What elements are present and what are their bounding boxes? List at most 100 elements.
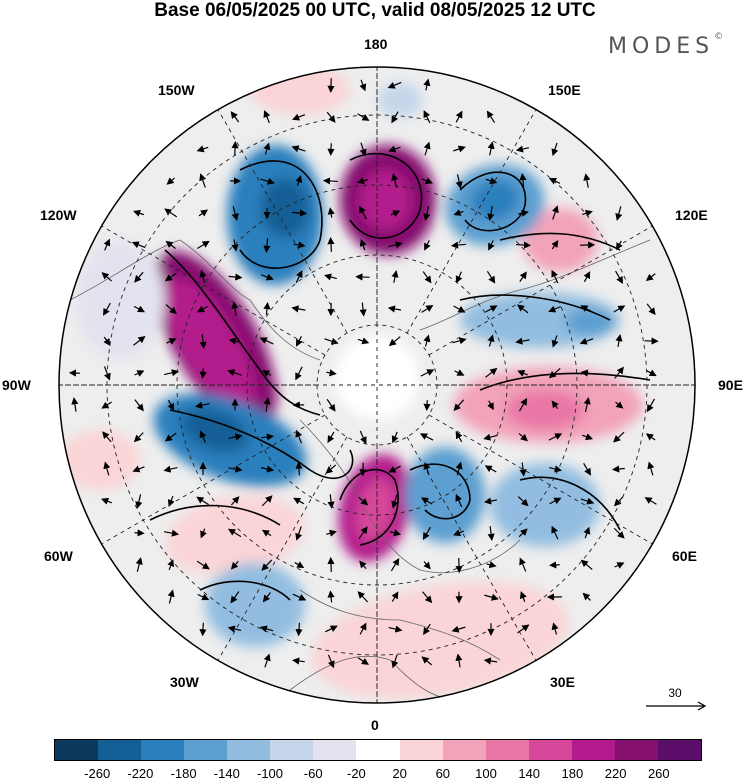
wind-vector	[483, 657, 498, 665]
wind-vector	[517, 496, 529, 507]
wind-vector	[391, 431, 399, 444]
wind-vector	[357, 657, 369, 665]
wind-vector	[359, 430, 367, 445]
lon-label-120w: 120W	[40, 207, 77, 223]
wind-vector	[230, 591, 240, 604]
negative-anomaly	[205, 563, 305, 647]
wind-vector	[227, 528, 242, 538]
wind-vector	[515, 145, 530, 153]
wind-vector	[388, 241, 403, 249]
wind-vector	[294, 561, 305, 569]
wind-vector	[134, 271, 144, 283]
colorbar-tick-label: 20	[392, 766, 407, 781]
wind-vector	[582, 592, 591, 601]
wind-vector	[483, 497, 497, 505]
wind-vector	[326, 369, 337, 377]
positive-anomaly	[60, 430, 140, 490]
wind-vector	[421, 304, 434, 313]
wind-vector	[615, 206, 623, 221]
wind-vector	[292, 593, 307, 601]
lon-label-60w: 60W	[44, 548, 73, 564]
wind-vector	[199, 334, 207, 350]
colorbar-segment	[356, 740, 400, 760]
wind-vector	[582, 209, 593, 217]
wind-vector	[295, 622, 303, 637]
wind-vector	[228, 465, 243, 473]
lon-label-180: 180	[364, 36, 388, 52]
colorbar-tick-label: 100	[475, 766, 497, 781]
wind-vector	[71, 397, 79, 412]
colorbar-segment	[399, 740, 443, 760]
wind-vector	[549, 465, 562, 473]
wind-vector	[580, 559, 593, 571]
wind-vector	[103, 302, 111, 316]
wind-vector	[516, 241, 532, 249]
positive-anomaly	[250, 67, 350, 115]
lon-label-150e: 150E	[548, 82, 581, 98]
wind-vector	[485, 305, 498, 313]
wind-vector	[132, 465, 145, 473]
wind-vector	[231, 301, 239, 316]
wind-vector	[166, 338, 177, 345]
wind-vector	[551, 205, 559, 220]
map-title: Base 06/05/2025 00 UTC, valid 08/05/2025…	[154, 0, 596, 21]
wind-vector	[291, 145, 306, 153]
wind-vector	[227, 369, 242, 377]
wind-vector	[359, 238, 367, 251]
reference-vector-value: 30	[668, 686, 682, 700]
wind-vector	[551, 142, 559, 157]
wind-vector	[164, 272, 177, 282]
wind-vector	[387, 305, 402, 313]
wind-vector	[453, 529, 465, 537]
wind-vector	[517, 304, 529, 314]
colorbar-tick-label: -220	[127, 766, 154, 781]
negative-anomaly	[490, 463, 600, 547]
wind-vector	[195, 401, 210, 409]
wind-vector	[451, 625, 466, 633]
wind-vector	[135, 494, 143, 509]
wind-vector	[423, 78, 431, 91]
positive-anomaly	[355, 478, 395, 542]
lon-label-0: 0	[371, 717, 379, 733]
wind-vector	[423, 334, 431, 347]
colorbar-segment	[657, 740, 701, 760]
wind-vector	[260, 465, 275, 473]
wind-vector	[515, 337, 530, 345]
wind-vector	[196, 496, 210, 506]
wind-vector	[388, 465, 401, 473]
wind-vector	[391, 654, 399, 669]
wind-vector	[452, 337, 467, 345]
wind-vector	[423, 141, 431, 156]
wind-vector	[326, 111, 336, 123]
wind-vector	[422, 271, 432, 284]
wind-vector	[359, 79, 367, 92]
wind-vector	[359, 142, 367, 157]
reference-vector: 30	[640, 686, 710, 714]
wind-vector	[327, 654, 335, 669]
colorbar	[54, 739, 702, 761]
wind-vector	[455, 110, 463, 123]
wind-vector	[135, 557, 143, 572]
wind-vector	[551, 400, 559, 410]
colorbar-tick-label: 260	[647, 766, 670, 781]
colorbar-tick-label: 60	[435, 766, 451, 781]
wind-vector	[455, 271, 463, 284]
wind-vector	[295, 429, 303, 444]
wind-vector	[291, 209, 308, 217]
wind-vector	[388, 336, 401, 347]
wind-vector	[487, 400, 494, 411]
lon-label-90w: 90W	[2, 377, 31, 393]
wind-vector	[391, 111, 399, 124]
colorbar-segment	[485, 740, 529, 760]
wind-vector	[325, 464, 337, 474]
wind-vector	[518, 397, 528, 412]
wind-vector	[199, 368, 207, 379]
wind-vector	[134, 370, 145, 377]
wind-vector	[167, 589, 175, 604]
positive-anomaly	[505, 390, 585, 430]
wind-vector	[228, 273, 243, 281]
wind-vector	[519, 557, 527, 572]
wind-vector	[455, 493, 463, 508]
wind-vector	[103, 461, 111, 476]
